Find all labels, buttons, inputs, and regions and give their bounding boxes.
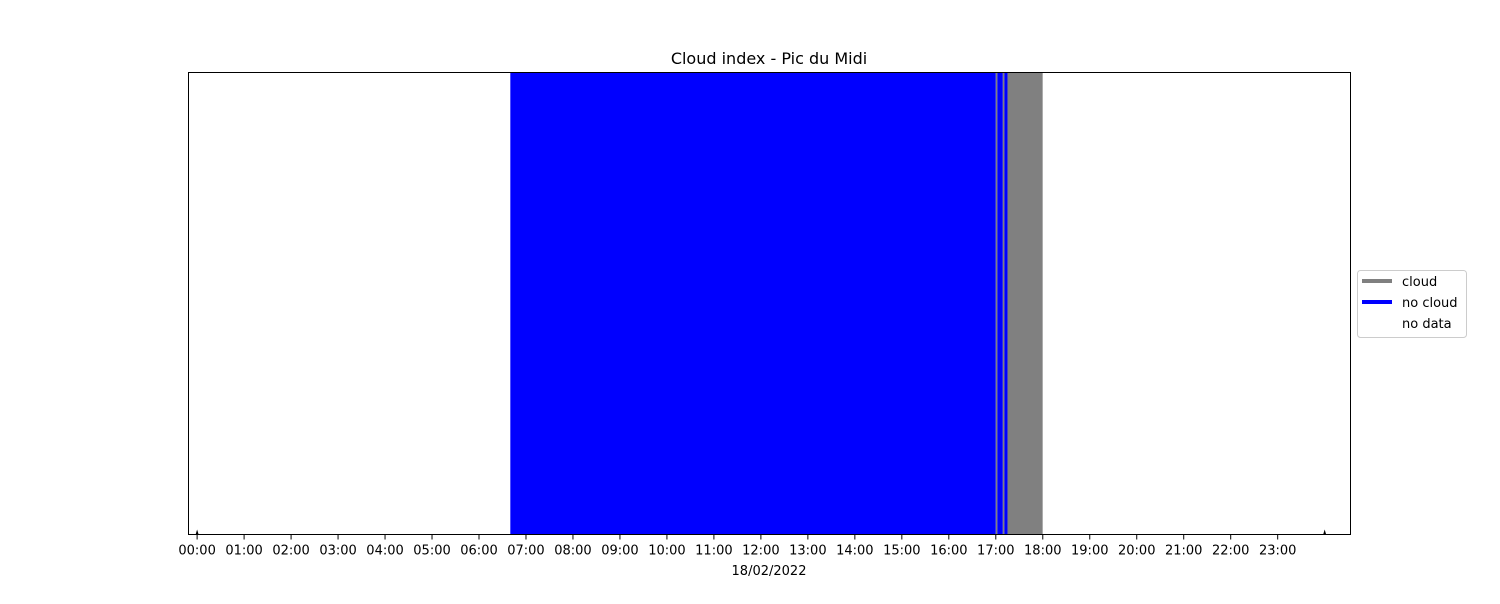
data-range-markers xyxy=(195,529,1327,535)
x-tick-label: 00:00 xyxy=(178,544,215,559)
x-tick-label: 21:00 xyxy=(1165,544,1202,559)
x-tick-label: 10:00 xyxy=(648,544,685,559)
segment-cloud-6 xyxy=(1007,72,1043,535)
data-end-marker xyxy=(1323,529,1327,535)
x-tick-label: 16:00 xyxy=(930,544,967,559)
x-tick-label: 06:00 xyxy=(460,544,497,559)
x-tick-label: 11:00 xyxy=(695,544,732,559)
x-tick-label: 03:00 xyxy=(319,544,356,559)
legend-label: no cloud xyxy=(1402,296,1458,311)
segment-no-cloud-5 xyxy=(1004,72,1008,535)
data-start-marker xyxy=(195,529,199,535)
x-tick-label: 07:00 xyxy=(507,544,544,559)
x-tick-label: 08:00 xyxy=(554,544,591,559)
x-tick-label: 05:00 xyxy=(413,544,450,559)
legend: cloud no cloud no data xyxy=(1357,270,1467,338)
x-tick-label: 23:00 xyxy=(1259,544,1296,559)
segment-no-cloud-3 xyxy=(997,72,1003,535)
x-tick-label: 01:00 xyxy=(225,544,262,559)
chart-title: Cloud index - Pic du Midi xyxy=(671,49,867,68)
x-tick-label: 02:00 xyxy=(272,544,309,559)
x-tick-label: 20:00 xyxy=(1118,544,1155,559)
segment-cloud-2 xyxy=(995,72,998,535)
legend-label: cloud xyxy=(1402,275,1437,290)
x-tick-label: 04:00 xyxy=(366,544,403,559)
legend-label: no data xyxy=(1402,317,1452,332)
segment-cloud-4 xyxy=(1002,72,1005,535)
legend-frame xyxy=(1357,270,1467,338)
x-tick-label: 22:00 xyxy=(1212,544,1249,559)
segment-no-data-7 xyxy=(1042,72,1325,535)
x-tick-label: 17:00 xyxy=(977,544,1014,559)
x-tick-label: 19:00 xyxy=(1071,544,1108,559)
plot-frame xyxy=(188,72,1351,535)
x-tick-label: 14:00 xyxy=(836,544,873,559)
segment-no-data-0 xyxy=(197,72,511,535)
x-tick-label: 13:00 xyxy=(789,544,826,559)
x-tick-label: 18:00 xyxy=(1024,544,1061,559)
x-axis-ticks: 00:00 01:00 02:00 03:00 04:00 05:00 06:00 07:00… xyxy=(178,534,1296,559)
segment-no-cloud-1 xyxy=(510,72,996,535)
x-tick-label: 15:00 xyxy=(883,544,920,559)
x-tick-label: 09:00 xyxy=(601,544,638,559)
segments-layer xyxy=(197,72,1325,535)
legend-entries: cloud no cloud no data xyxy=(1362,275,1458,332)
x-tick-label: 12:00 xyxy=(742,544,779,559)
x-axis-label: 18/02/2022 xyxy=(732,564,807,579)
